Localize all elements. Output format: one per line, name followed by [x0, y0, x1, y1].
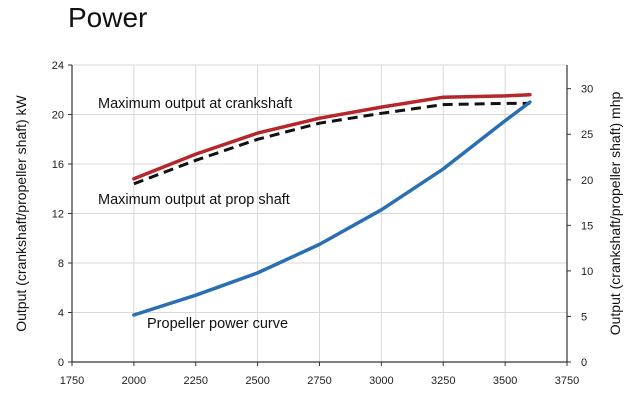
x-tick-label: 3750 — [555, 375, 579, 387]
y2-tick-label: 20 — [581, 175, 593, 187]
y2-tick-label: 15 — [581, 220, 593, 232]
x-tick-label: 3250 — [431, 375, 455, 387]
y-tick-label: 24 — [52, 60, 64, 72]
x-tick-label: 2000 — [122, 375, 146, 387]
series-annotation-2: Maximum output at prop shaft — [98, 192, 290, 208]
x-tick-label: 1750 — [60, 375, 84, 387]
series-line-2 — [133, 101, 530, 186]
x-tick-label: 3500 — [493, 375, 517, 387]
axes: 1750 2000 2250 2500 2750 3000 3250 3500 37500481… — [52, 60, 594, 387]
y2-tick-label: 25 — [581, 129, 593, 141]
y-axis-title: Output (crankshaft/propeller shaft) kW — [13, 94, 29, 331]
y-tick-label: 16 — [52, 159, 64, 171]
x-tick-label: 3000 — [369, 375, 393, 387]
y-tick-label: 4 — [58, 308, 64, 320]
y2-tick-label: 10 — [581, 266, 593, 278]
y2-tick-label: 5 — [581, 311, 587, 323]
x-tick-label: 2250 — [184, 375, 208, 387]
series-annotation-1: Maximum output at crankshaft — [98, 96, 292, 112]
labels: Output (crankshaft/propeller shaft) kW Ou… — [13, 92, 623, 336]
y-tick-label: 20 — [52, 110, 64, 122]
chart-title: Power — [68, 2, 148, 33]
series-line-3 — [132, 100, 532, 317]
series-line-1 — [132, 92, 532, 181]
y2-tick-label: 30 — [581, 84, 593, 96]
series-lines — [132, 92, 532, 317]
y2-tick-label: 0 — [581, 357, 587, 369]
x-tick-label: 2500 — [245, 375, 269, 387]
x-tick-label: 2750 — [307, 375, 331, 387]
y-tick-label: 8 — [58, 258, 64, 270]
y2-axis-title: Output (crankshaft/propeller shaft) mhp — [607, 92, 623, 336]
y-tick-label: 12 — [52, 209, 64, 221]
series-annotation-3: Propeller power curve — [147, 316, 288, 332]
y-tick-label: 0 — [58, 357, 64, 369]
